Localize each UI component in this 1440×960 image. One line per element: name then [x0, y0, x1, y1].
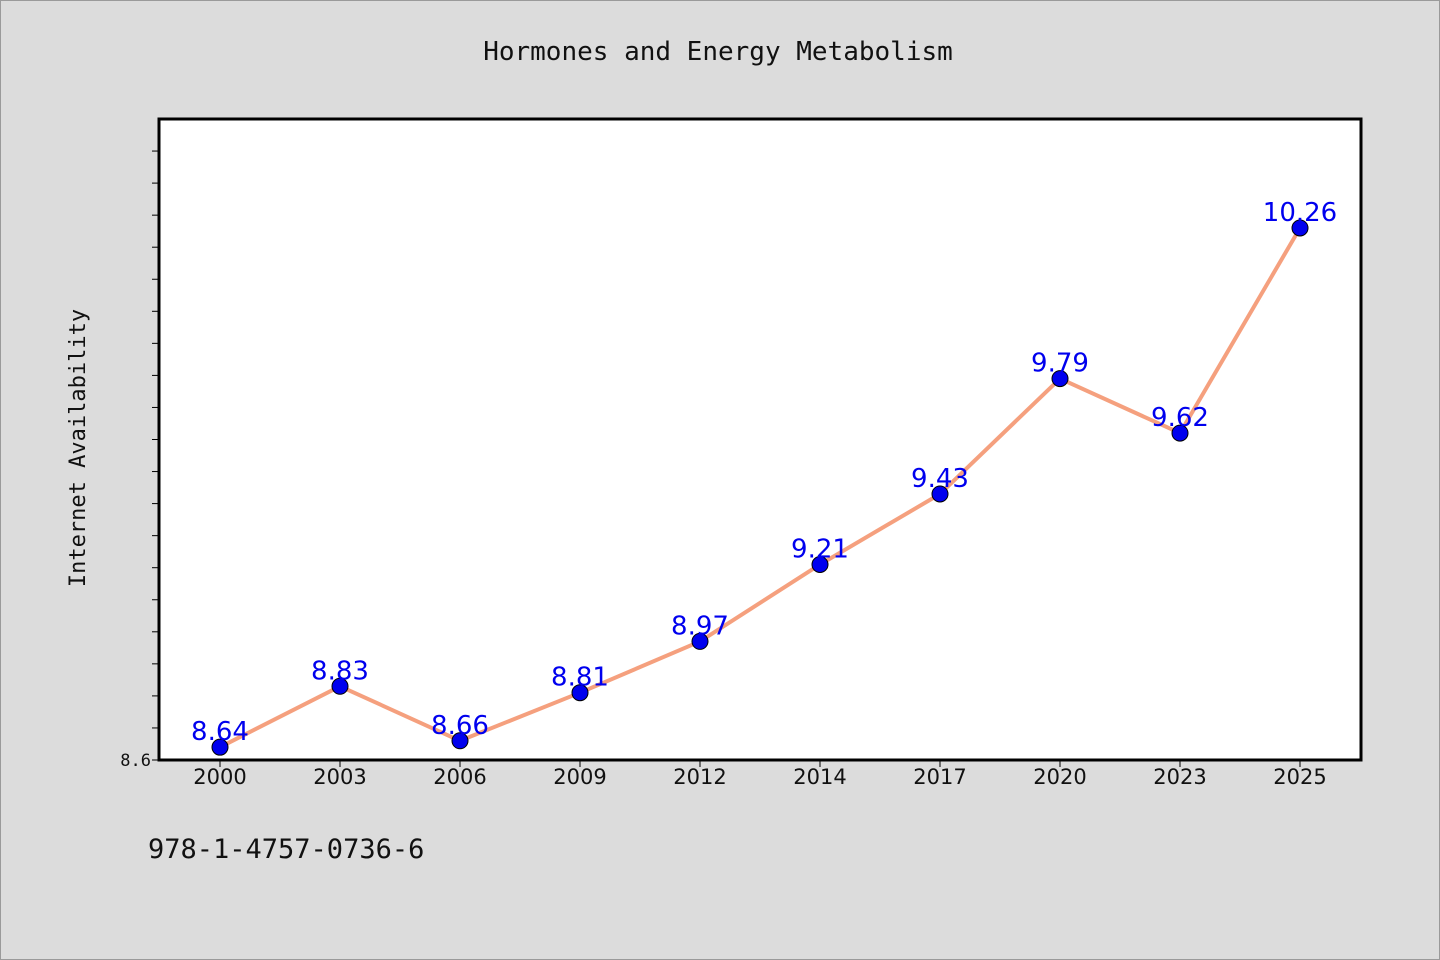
data-label: 10.26: [1263, 198, 1337, 228]
series-line: [219, 226, 1302, 749]
data-label: 8.64: [191, 717, 249, 747]
plot-area: [157, 117, 1363, 762]
data-point: [451, 732, 469, 750]
isbn-text: 978-1-4757-0736-6: [148, 834, 425, 865]
data-point: [1171, 424, 1189, 442]
data-label: 9.79: [1031, 349, 1089, 379]
y-axis-ticks: 8.6: [120, 150, 159, 771]
data-label: 8.97: [671, 611, 729, 641]
data-point: [1051, 370, 1069, 388]
data-point: [691, 632, 709, 650]
data-label: 9.43: [911, 464, 969, 494]
x-tick-label: 2009: [553, 765, 606, 789]
x-tick-label: 2017: [913, 765, 966, 789]
y-tick-label: 8.6: [120, 751, 151, 771]
data-point: [331, 677, 349, 695]
x-axis-ticks: 2000 2003 2006 2009 2012 2014 2017 2020 2023 2025: [193, 760, 1327, 789]
x-tick-label: 2000: [193, 765, 246, 789]
data-point: [571, 684, 589, 702]
data-label: 8.83: [311, 656, 369, 686]
data-point: [211, 738, 229, 756]
x-tick-label: 2003: [313, 765, 366, 789]
series-lines: [219, 226, 1302, 749]
series-markers: [211, 219, 1309, 756]
x-tick-label: 2020: [1033, 765, 1086, 789]
data-label: 9.62: [1151, 403, 1209, 433]
x-tick-label: 2012: [673, 765, 726, 789]
y-axis-label: Internet Availability: [66, 309, 91, 587]
data-point: [931, 485, 949, 503]
data-point: [1291, 219, 1309, 237]
x-tick-label: 2023: [1153, 765, 1206, 789]
data-point: [811, 555, 829, 573]
data-label: 9.21: [791, 534, 849, 564]
data-labels: 8.64 8.83 8.66 8.81 8.97 9.21 9.43 9.79 9.62 10.2…: [191, 198, 1337, 747]
x-tick-label: 2025: [1273, 765, 1326, 789]
x-tick-label: 2006: [433, 765, 486, 789]
data-label: 8.81: [551, 663, 609, 693]
data-label: 8.66: [431, 711, 489, 741]
x-tick-label: 2014: [793, 765, 846, 789]
chart-title: Hormones and Energy Metabolism: [483, 37, 953, 67]
